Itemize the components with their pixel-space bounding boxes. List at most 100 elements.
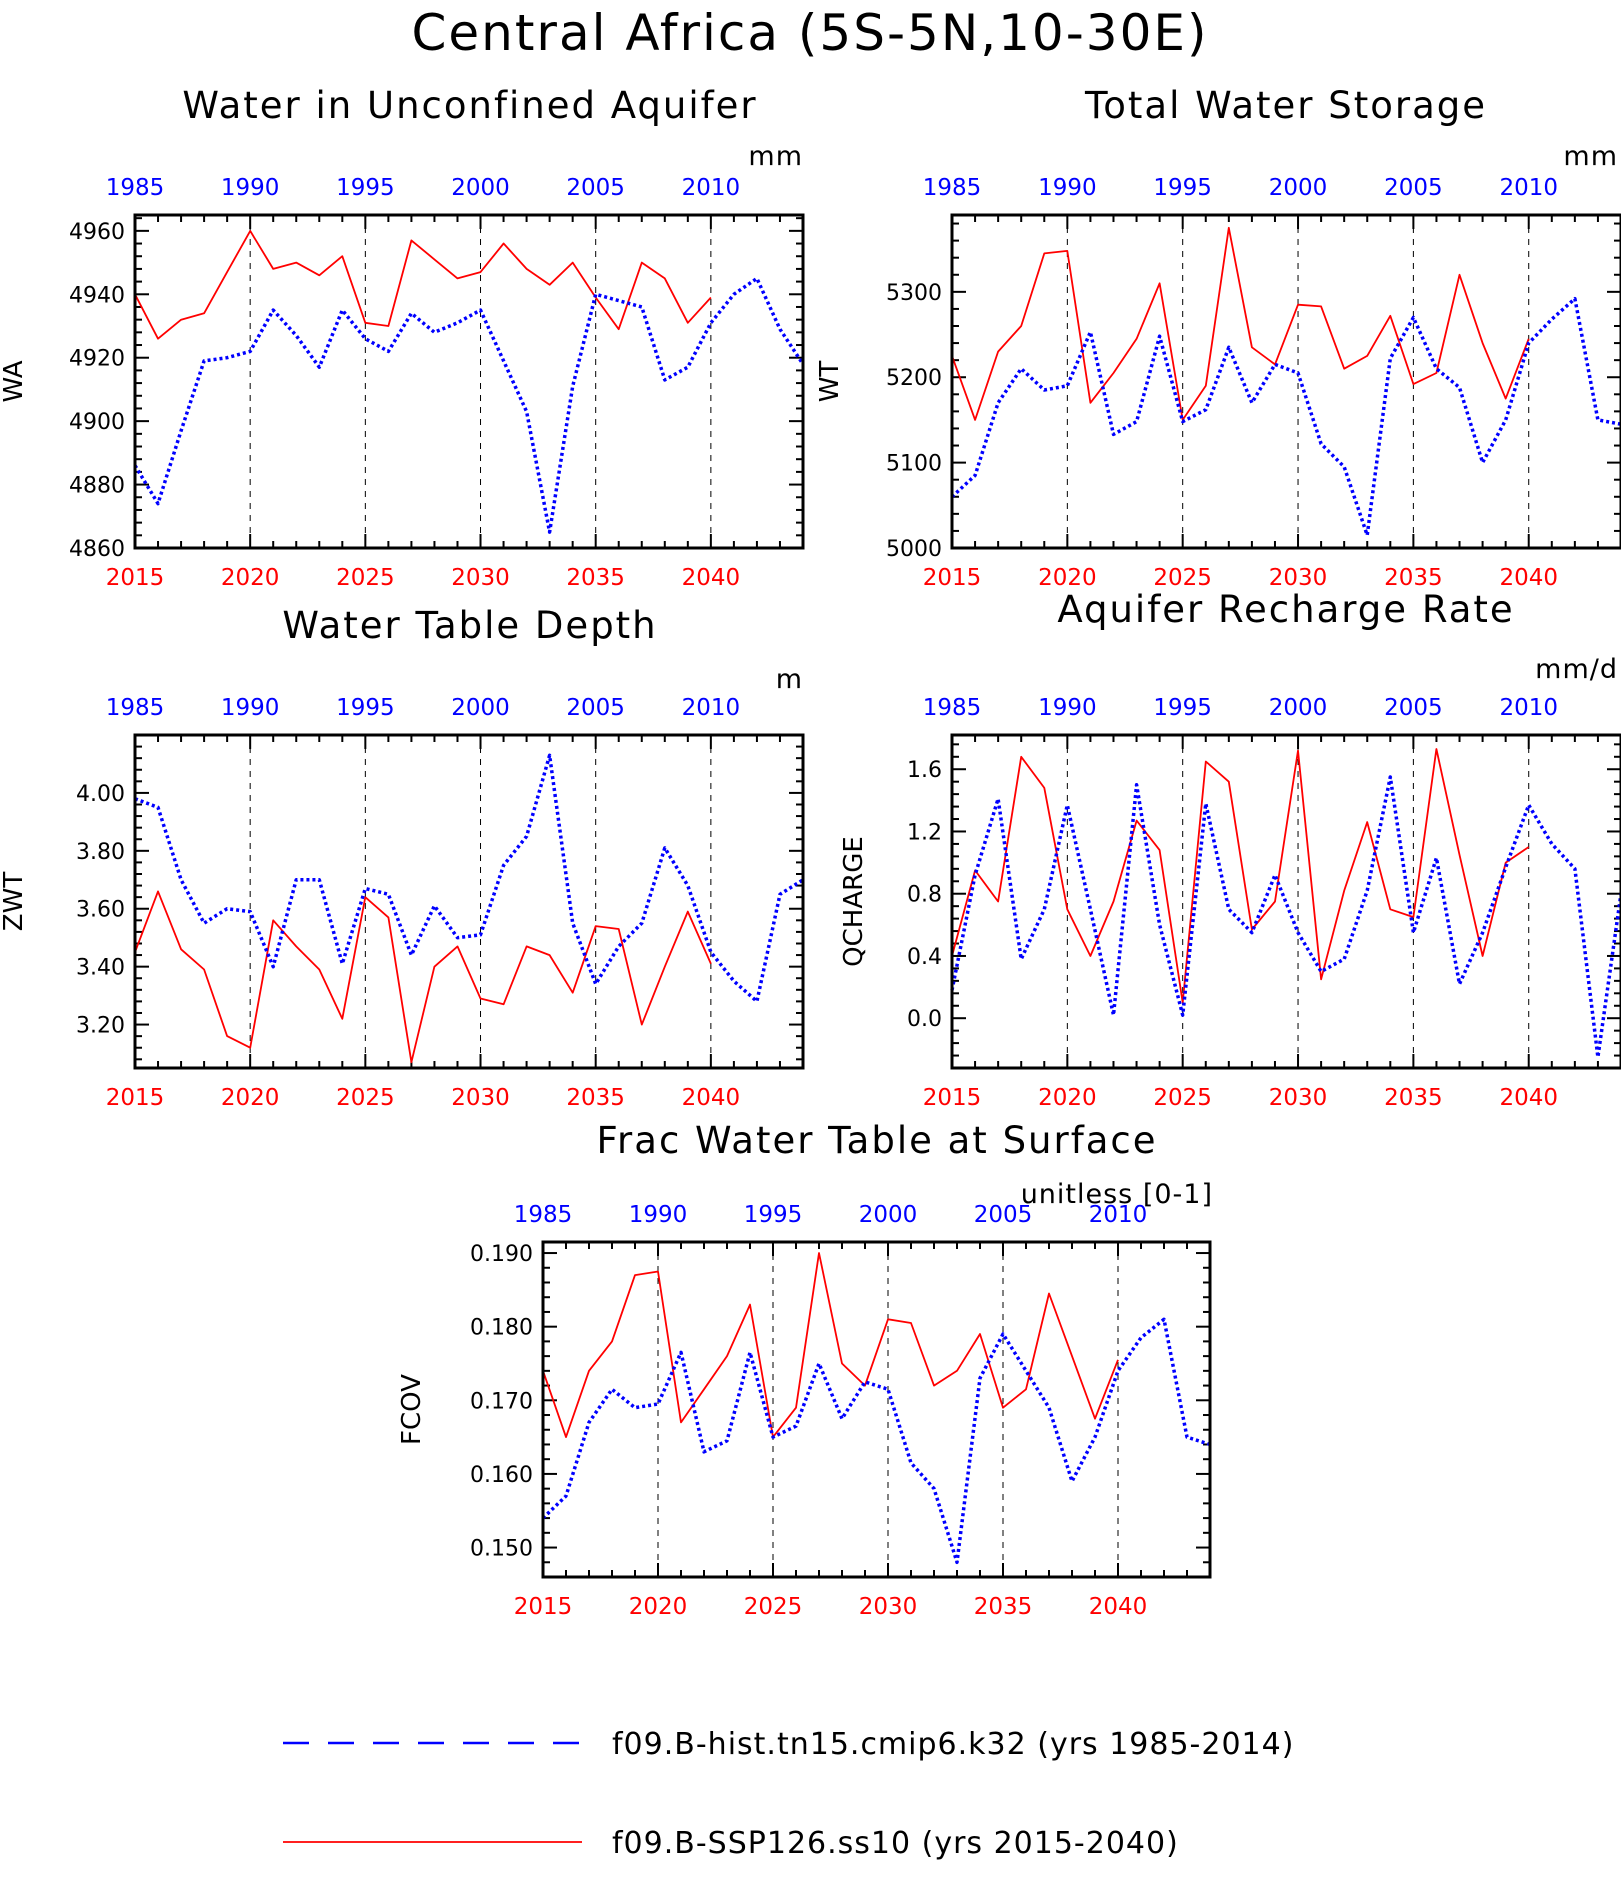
units-label: mm bbox=[1563, 141, 1618, 172]
x-tick-label-top: 1985 bbox=[923, 175, 982, 201]
legend-label: f09.B-hist.tn15.cmip6.k32 (yrs 1985-2014… bbox=[612, 1727, 1294, 1762]
x-tick-label-bottom: 2030 bbox=[451, 565, 510, 591]
x-tick-label-top: 2005 bbox=[1384, 175, 1443, 201]
x-tick-label-bottom: 2040 bbox=[1499, 1085, 1558, 1111]
y-axis-label: ZWT bbox=[0, 872, 29, 932]
y-tick-label: 5300 bbox=[886, 281, 942, 306]
x-tick-label-bottom: 2025 bbox=[336, 565, 395, 591]
y-tick-label: 0.160 bbox=[470, 1463, 533, 1488]
plot-frame bbox=[950, 733, 1621, 1070]
series-line-ssp bbox=[542, 1252, 1119, 1438]
x-tick-label-top: 1990 bbox=[1038, 695, 1097, 721]
x-tick-label-bottom: 2025 bbox=[1153, 1085, 1212, 1111]
y-axis-label: WA bbox=[0, 360, 29, 402]
y-tick-label: 0.190 bbox=[470, 1242, 533, 1267]
main-title: Central Africa (5S-5N,10-30E) bbox=[411, 4, 1208, 62]
x-tick-label-top: 1985 bbox=[106, 695, 165, 721]
x-tick-label-bottom: 2020 bbox=[221, 1085, 280, 1111]
x-tick-label-bottom: 2020 bbox=[1038, 565, 1097, 591]
series-line-ssp bbox=[134, 890, 712, 1064]
x-tick-label-top: 2010 bbox=[682, 175, 741, 201]
x-tick-label-bottom: 2035 bbox=[566, 1085, 625, 1111]
x-tick-label-top: 1985 bbox=[923, 695, 982, 721]
x-tick-label-top: 1995 bbox=[1153, 175, 1212, 201]
y-tick-label: 4940 bbox=[69, 283, 125, 308]
y-tick-label: 0.8 bbox=[907, 883, 942, 908]
x-tick-label-bottom: 2035 bbox=[1384, 565, 1443, 591]
x-tick-label-bottom: 2040 bbox=[682, 1085, 741, 1111]
legend-label: f09.B-SSP126.ss10 (yrs 2015-2040) bbox=[612, 1826, 1179, 1861]
x-tick-label-bottom: 2040 bbox=[1089, 1594, 1148, 1620]
units-label: mm bbox=[748, 141, 803, 172]
y-tick-label: 4900 bbox=[69, 410, 125, 435]
x-tick-label-top: 1995 bbox=[336, 175, 395, 201]
y-tick-label: 0.170 bbox=[470, 1389, 533, 1414]
y-axis-label: QCHARGE bbox=[839, 836, 869, 967]
panel-wt: Total Water Storage mm 5000 5100 5200 5300 201… bbox=[815, 84, 1621, 591]
x-tick-label-bottom: 2015 bbox=[106, 565, 165, 591]
y-tick-label: 1.2 bbox=[907, 820, 942, 845]
panels: Water in Unconfined Aquifer mm 4860 4880 490… bbox=[0, 84, 1621, 1620]
y-axis-label: WT bbox=[815, 361, 845, 403]
units-label: unitless [0-1] bbox=[1021, 1179, 1213, 1210]
series-line-hist bbox=[950, 775, 1621, 1059]
x-tick-label-bottom: 2030 bbox=[859, 1594, 918, 1620]
x-tick-label-bottom: 2020 bbox=[629, 1594, 688, 1620]
x-tick-label-top: 1990 bbox=[221, 695, 280, 721]
y-tick-label: 4920 bbox=[69, 347, 125, 372]
series-line-ssp bbox=[951, 226, 1530, 421]
x-tick-label-top: 2010 bbox=[682, 695, 741, 721]
units-label: m bbox=[776, 664, 803, 695]
x-tick-label-bottom: 2025 bbox=[1153, 565, 1212, 591]
x-tick-label-top: 1995 bbox=[336, 695, 395, 721]
series-line-ssp bbox=[951, 748, 1530, 1004]
plot-frame bbox=[950, 213, 1621, 550]
panel-title: Total Water Storage bbox=[1084, 84, 1487, 127]
panel-zwt: Water Table Depth m 3.20 3.40 3.60 3.80 4.00 20… bbox=[0, 604, 805, 1111]
y-tick-label: 0.180 bbox=[470, 1316, 533, 1341]
x-tick-label-bottom: 2015 bbox=[923, 1085, 982, 1111]
panel-title: Frac Water Table at Surface bbox=[596, 1119, 1157, 1162]
x-tick-label-bottom: 2015 bbox=[106, 1085, 165, 1111]
series-line-ssp bbox=[134, 229, 712, 340]
x-tick-label-bottom: 2015 bbox=[923, 565, 982, 591]
plot-frame bbox=[133, 733, 805, 1070]
y-tick-label: 4960 bbox=[69, 220, 125, 245]
panel-fcov: Frac Water Table at Surface unitless [0-1… bbox=[397, 1119, 1213, 1620]
y-tick-label: 1.6 bbox=[907, 758, 942, 783]
y-tick-label: 3.80 bbox=[76, 840, 125, 865]
x-tick-label-bottom: 2020 bbox=[1038, 1085, 1097, 1111]
series-line-hist bbox=[134, 753, 804, 1004]
y-tick-label: 4880 bbox=[69, 474, 125, 499]
x-tick-label-bottom: 2035 bbox=[974, 1594, 1033, 1620]
series-line-hist bbox=[950, 296, 1621, 537]
x-tick-label-top: 2010 bbox=[1499, 175, 1558, 201]
x-tick-label-top: 2000 bbox=[1269, 175, 1328, 201]
x-tick-label-bottom: 2030 bbox=[1269, 565, 1328, 591]
panel-wa: Water in Unconfined Aquifer mm 4860 4880 490… bbox=[0, 84, 805, 591]
y-tick-label: 0.0 bbox=[907, 1007, 942, 1032]
x-tick-label-bottom: 2035 bbox=[1384, 1085, 1443, 1111]
x-tick-label-top: 1995 bbox=[744, 1202, 803, 1228]
x-tick-label-bottom: 2030 bbox=[1269, 1085, 1328, 1111]
x-tick-label-top: 1985 bbox=[514, 1202, 573, 1228]
x-tick-label-top: 2010 bbox=[1089, 1202, 1148, 1228]
plot-frame bbox=[541, 1240, 1212, 1579]
x-tick-label-top: 2005 bbox=[1384, 695, 1443, 721]
x-tick-label-bottom: 2020 bbox=[221, 565, 280, 591]
panel-title: Aquifer Recharge Rate bbox=[1057, 588, 1514, 631]
x-tick-label-top: 1990 bbox=[221, 175, 280, 201]
y-tick-label: 5200 bbox=[886, 366, 942, 391]
x-tick-label-top: 1995 bbox=[1153, 695, 1212, 721]
x-tick-label-top: 2010 bbox=[1499, 695, 1558, 721]
x-tick-label-bottom: 2040 bbox=[1499, 565, 1558, 591]
x-tick-label-bottom: 2015 bbox=[514, 1594, 573, 1620]
y-tick-label: 0.150 bbox=[470, 1537, 533, 1562]
x-tick-label-top: 1990 bbox=[1038, 175, 1097, 201]
x-tick-label-top: 2005 bbox=[566, 695, 625, 721]
x-tick-label-bottom: 2025 bbox=[336, 1085, 395, 1111]
x-tick-label-top: 2005 bbox=[974, 1202, 1033, 1228]
units-label: mm/d bbox=[1535, 654, 1618, 685]
y-tick-label: 5000 bbox=[886, 537, 942, 562]
